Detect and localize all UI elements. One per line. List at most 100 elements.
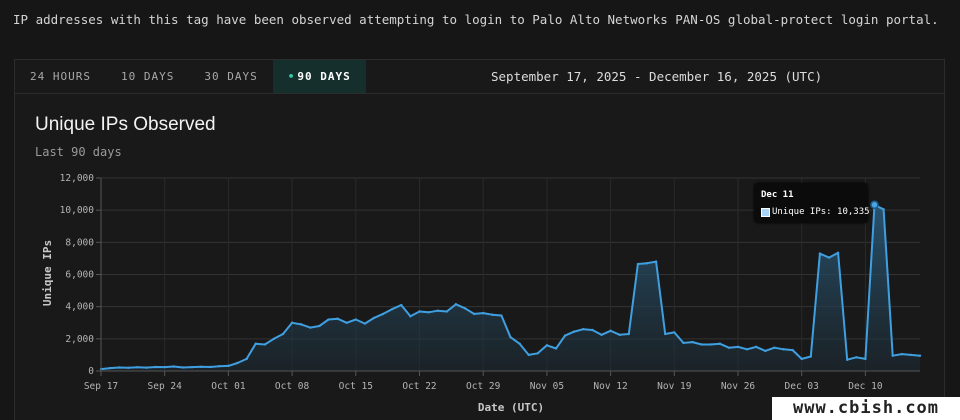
data-point[interactable] [882, 208, 885, 211]
data-point[interactable] [154, 365, 157, 369]
data-point[interactable] [209, 365, 212, 369]
data-point[interactable] [545, 344, 549, 347]
x-tick-label: Oct 29 [466, 381, 501, 392]
data-point[interactable] [536, 352, 539, 355]
data-point[interactable] [409, 315, 412, 318]
data-point[interactable] [836, 251, 840, 254]
data-point[interactable] [136, 366, 139, 369]
data-point[interactable] [573, 330, 576, 333]
data-point[interactable] [645, 262, 649, 265]
data-point[interactable] [718, 342, 721, 345]
data-point[interactable] [491, 313, 494, 316]
x-axis-title: Date (UTC) [478, 401, 544, 414]
data-point[interactable] [900, 352, 903, 356]
data-point[interactable] [791, 348, 794, 352]
data-point[interactable] [472, 312, 476, 316]
data-point[interactable] [827, 256, 831, 259]
data-point[interactable] [591, 328, 594, 332]
highlighted-data-point[interactable] [870, 200, 879, 210]
data-point[interactable] [127, 366, 130, 369]
data-point[interactable] [172, 365, 175, 368]
data-point[interactable] [909, 353, 913, 357]
y-tick-label: 2,000 [65, 334, 94, 345]
data-point[interactable] [673, 331, 676, 334]
data-point[interactable] [300, 323, 303, 326]
data-point[interactable] [309, 326, 312, 329]
data-point[interactable] [818, 252, 822, 255]
data-point[interactable] [108, 366, 112, 370]
data-point[interactable] [272, 337, 276, 341]
data-point[interactable] [281, 332, 285, 336]
tab-90-days[interactable]: 90 DAYS [272, 60, 366, 93]
data-point[interactable] [764, 349, 767, 353]
data-point[interactable] [682, 341, 685, 345]
data-point[interactable] [454, 303, 458, 306]
data-point[interactable] [627, 332, 630, 336]
data-point[interactable] [864, 357, 867, 361]
data-point[interactable] [190, 365, 194, 369]
series-swatch [761, 207, 770, 217]
data-point[interactable] [245, 357, 248, 361]
data-point[interactable] [482, 311, 485, 315]
data-point[interactable] [354, 318, 357, 321]
data-point[interactable] [527, 353, 530, 357]
data-point[interactable] [391, 307, 394, 311]
data-point[interactable] [782, 348, 785, 351]
data-point[interactable] [118, 366, 121, 369]
data-point[interactable] [773, 346, 776, 349]
tab-24-hours[interactable]: 24 HOURS [30, 70, 91, 83]
data-point[interactable] [218, 364, 221, 368]
data-point[interactable] [709, 343, 712, 346]
data-point[interactable] [400, 303, 403, 307]
data-point[interactable] [236, 361, 239, 365]
data-point[interactable] [372, 316, 376, 320]
data-point[interactable] [691, 340, 694, 344]
data-point[interactable] [654, 260, 658, 263]
data-point[interactable] [381, 312, 385, 316]
data-point[interactable] [809, 355, 812, 358]
data-point[interactable] [600, 333, 603, 337]
data-point[interactable] [363, 322, 367, 325]
data-point[interactable] [318, 324, 321, 328]
data-point[interactable] [554, 347, 558, 350]
data-point[interactable] [700, 343, 703, 346]
data-point[interactable] [254, 342, 257, 345]
data-point[interactable] [664, 332, 667, 336]
data-point[interactable] [745, 348, 749, 351]
tab-30-days[interactable]: 30 DAYS [204, 70, 258, 83]
x-tick-label: Dec 03 [785, 381, 819, 392]
x-tick-label: Oct 01 [211, 381, 246, 392]
data-point[interactable] [227, 364, 230, 368]
data-point[interactable] [846, 358, 849, 361]
data-point[interactable] [345, 321, 348, 324]
data-point[interactable] [636, 262, 640, 266]
data-point[interactable] [800, 357, 803, 361]
data-point[interactable] [463, 307, 467, 310]
data-point[interactable] [500, 314, 503, 317]
data-point[interactable] [563, 334, 567, 337]
data-point[interactable] [199, 365, 203, 369]
data-point[interactable] [736, 345, 740, 349]
data-point[interactable] [290, 321, 294, 324]
data-point[interactable] [582, 327, 585, 331]
data-point[interactable] [891, 354, 894, 357]
data-point[interactable] [145, 366, 148, 369]
data-point[interactable] [727, 346, 731, 349]
data-point[interactable] [163, 365, 166, 369]
data-point[interactable] [436, 309, 439, 312]
data-point[interactable] [618, 333, 621, 337]
data-point[interactable] [263, 343, 266, 346]
data-point[interactable] [918, 354, 922, 357]
data-point[interactable] [418, 310, 421, 313]
data-point[interactable] [445, 310, 448, 313]
tab-10-days[interactable]: 10 DAYS [120, 70, 175, 83]
data-point[interactable] [181, 366, 185, 369]
data-point[interactable] [427, 311, 430, 314]
data-point[interactable] [518, 342, 521, 345]
data-point[interactable] [609, 329, 612, 332]
data-point[interactable] [327, 318, 330, 321]
data-point[interactable] [509, 336, 512, 339]
data-point[interactable] [855, 356, 858, 359]
data-point[interactable] [336, 317, 339, 320]
data-point[interactable] [755, 345, 758, 349]
